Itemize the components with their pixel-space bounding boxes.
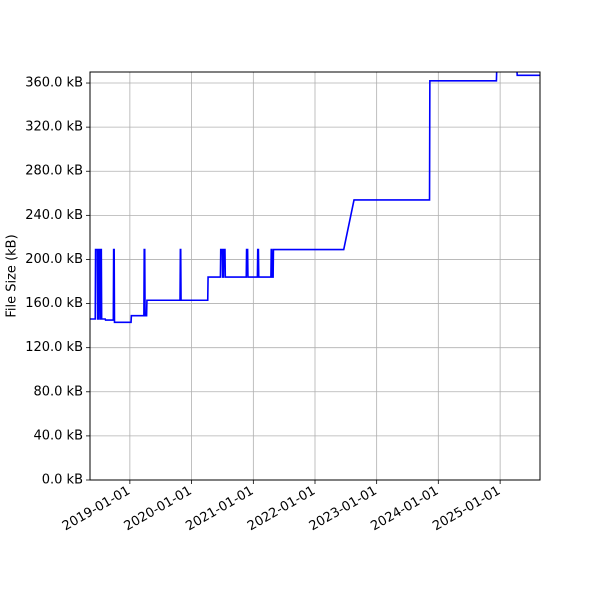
y-tick-label: 320.0 kB [25, 120, 83, 135]
y-tick-label: 240.0 kB [25, 208, 83, 223]
y-tick-label: 120.0 kB [25, 340, 83, 355]
y-tick-label: 280.0 kB [25, 164, 83, 179]
y-tick-label: 360.0 kB [25, 76, 83, 91]
y-tick-label: 80.0 kB [33, 384, 83, 399]
y-tick-label: 40.0 kB [33, 428, 83, 443]
y-tick-label: 200.0 kB [25, 252, 83, 267]
y-tick-label: 160.0 kB [25, 296, 83, 311]
file-size-series-line [90, 72, 540, 324]
y-axis-label: File Size (kB) [5, 234, 20, 317]
y-axis: 0.0 kB 40.0 kB 80.0 kB 120.0 kB 160.0 kB 200.… [25, 76, 90, 488]
y-tick-label: 0.0 kB [42, 473, 83, 488]
